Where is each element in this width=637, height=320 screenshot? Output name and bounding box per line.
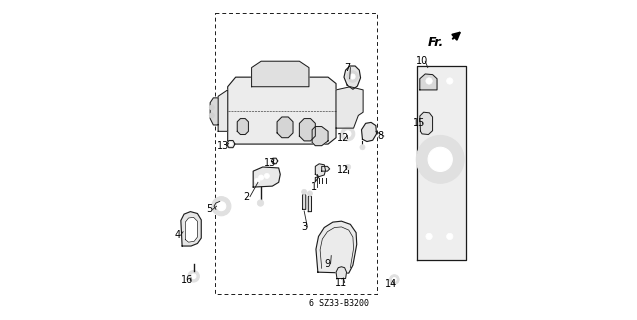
Text: 16: 16 xyxy=(181,276,194,285)
Circle shape xyxy=(217,202,225,211)
Circle shape xyxy=(257,200,264,206)
Text: 6 SZ33-B3200: 6 SZ33-B3200 xyxy=(309,299,369,308)
Text: 1: 1 xyxy=(311,182,317,192)
Polygon shape xyxy=(303,194,306,209)
Text: 2: 2 xyxy=(244,192,250,202)
Text: 9: 9 xyxy=(324,259,331,268)
Polygon shape xyxy=(336,87,363,128)
Polygon shape xyxy=(227,77,336,144)
Text: 12: 12 xyxy=(337,133,350,143)
Polygon shape xyxy=(420,112,433,134)
Circle shape xyxy=(307,191,312,196)
Text: Fr.: Fr. xyxy=(428,36,445,49)
Circle shape xyxy=(255,178,260,183)
Text: 8: 8 xyxy=(378,131,383,141)
Text: 13: 13 xyxy=(264,158,276,168)
Text: 11: 11 xyxy=(335,278,348,288)
Polygon shape xyxy=(336,267,347,278)
Circle shape xyxy=(417,135,464,183)
Polygon shape xyxy=(210,98,218,125)
Polygon shape xyxy=(185,217,197,242)
Text: 13: 13 xyxy=(217,141,230,151)
Circle shape xyxy=(426,78,433,84)
Circle shape xyxy=(209,113,214,118)
Text: 5: 5 xyxy=(206,204,213,214)
Polygon shape xyxy=(227,140,235,148)
Circle shape xyxy=(301,189,306,195)
Polygon shape xyxy=(218,90,227,131)
Text: 4: 4 xyxy=(175,230,181,240)
Circle shape xyxy=(346,164,351,170)
Circle shape xyxy=(392,277,396,281)
Polygon shape xyxy=(420,74,437,90)
Polygon shape xyxy=(299,119,315,141)
Text: 12: 12 xyxy=(337,164,350,174)
Circle shape xyxy=(229,142,233,146)
Circle shape xyxy=(350,74,355,79)
Circle shape xyxy=(209,105,214,110)
Text: 7: 7 xyxy=(344,63,350,73)
Circle shape xyxy=(428,147,452,172)
Polygon shape xyxy=(252,61,309,87)
Circle shape xyxy=(447,78,453,84)
Polygon shape xyxy=(271,158,278,164)
Text: 15: 15 xyxy=(413,118,425,128)
Polygon shape xyxy=(322,166,330,171)
Polygon shape xyxy=(237,119,248,134)
Polygon shape xyxy=(181,212,201,246)
Polygon shape xyxy=(316,221,357,273)
Polygon shape xyxy=(308,195,311,212)
Circle shape xyxy=(191,274,196,279)
Circle shape xyxy=(347,71,359,82)
Circle shape xyxy=(447,233,453,240)
Polygon shape xyxy=(253,167,280,187)
Polygon shape xyxy=(315,177,319,182)
Circle shape xyxy=(188,270,199,282)
Polygon shape xyxy=(277,117,293,138)
Circle shape xyxy=(259,175,264,180)
Circle shape xyxy=(211,197,231,216)
Circle shape xyxy=(341,127,355,141)
Polygon shape xyxy=(344,66,361,89)
Text: 10: 10 xyxy=(416,56,428,66)
Polygon shape xyxy=(362,123,376,141)
Circle shape xyxy=(426,233,433,240)
Polygon shape xyxy=(312,126,328,146)
Polygon shape xyxy=(417,66,466,260)
Circle shape xyxy=(264,173,269,179)
Circle shape xyxy=(273,160,276,162)
Polygon shape xyxy=(315,164,326,177)
Text: 3: 3 xyxy=(301,222,307,232)
Circle shape xyxy=(345,131,351,137)
Text: 14: 14 xyxy=(385,279,397,289)
Circle shape xyxy=(390,275,399,284)
Circle shape xyxy=(360,145,365,150)
